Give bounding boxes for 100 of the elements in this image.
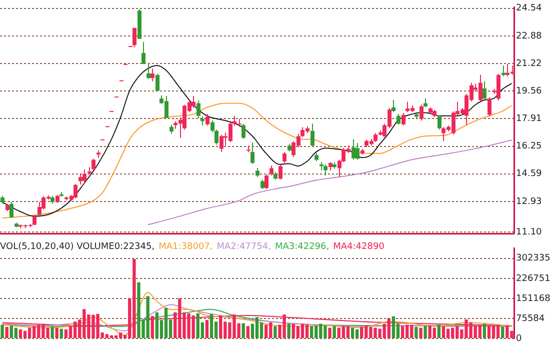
candlestick — [396, 113, 400, 126]
candlestick — [78, 173, 82, 186]
candlestick — [424, 98, 428, 108]
bar — [328, 328, 332, 338]
candlestick — [356, 142, 360, 160]
candlestick — [324, 164, 328, 176]
line-series — [2, 64, 512, 217]
bar — [23, 330, 27, 338]
text: MA1:38007, — [158, 242, 213, 253]
y-tick-label: 17.91 — [516, 114, 542, 124]
candlestick — [60, 192, 64, 198]
candlestick — [264, 174, 268, 190]
bar — [350, 328, 354, 338]
candlestick — [288, 143, 292, 152]
candlestick — [192, 96, 196, 109]
bar — [482, 324, 486, 338]
candlestick — [0, 196, 4, 204]
candlestick — [496, 73, 500, 102]
candlestick — [74, 184, 78, 199]
bar — [414, 326, 418, 338]
bar — [205, 320, 209, 338]
text: MA2:47754, — [216, 242, 271, 253]
bar — [346, 326, 350, 338]
candlestick — [256, 167, 260, 178]
bar — [55, 328, 58, 338]
candlestick — [360, 148, 364, 156]
chart-title: VOL(5,10,20,40) VOLUME0:22345, — [0, 242, 155, 253]
bar — [18, 329, 22, 338]
bar — [64, 329, 68, 338]
candlestick — [432, 109, 436, 118]
bar — [50, 326, 54, 338]
y-tick-label: 302335 — [516, 254, 550, 264]
candlestick — [146, 63, 150, 80]
candlestick — [414, 112, 418, 119]
candlestick — [260, 179, 264, 190]
candlestick — [56, 194, 60, 202]
bar — [118, 332, 122, 338]
bar — [164, 308, 168, 338]
candlestick — [92, 158, 96, 171]
candlestick — [142, 41, 146, 64]
bar — [14, 328, 18, 338]
candlestick — [206, 114, 210, 126]
y-tick-label: 11.10 — [516, 227, 542, 238]
candlestick — [274, 172, 278, 180]
candlestick — [50, 196, 54, 204]
candlestick — [328, 162, 332, 171]
bar — [300, 324, 304, 338]
bar — [305, 324, 309, 338]
bar — [332, 326, 336, 338]
candlestick — [246, 145, 250, 153]
candlestick — [32, 214, 36, 225]
line-series — [147, 139, 512, 226]
bar — [310, 326, 314, 338]
candlestick — [170, 124, 174, 134]
bar — [155, 312, 159, 338]
candlestick — [488, 96, 492, 117]
candlestick — [238, 118, 242, 128]
y-tick-label: 75584 — [516, 314, 545, 324]
y-tick-label: 21.22 — [516, 58, 542, 69]
candlestick — [156, 73, 160, 91]
candlestick — [420, 104, 424, 121]
line-series — [2, 304, 512, 332]
candlestick — [270, 164, 274, 176]
bar — [60, 328, 63, 338]
y-tick-label: 151168 — [516, 294, 550, 304]
bar — [5, 326, 8, 338]
bar — [264, 324, 268, 338]
candlestick — [374, 132, 378, 143]
candlestick — [138, 8, 142, 39]
bar — [355, 329, 359, 338]
bar — [432, 328, 436, 338]
bar — [255, 317, 259, 338]
bar — [210, 314, 214, 338]
bar — [246, 326, 250, 338]
candlestick — [82, 169, 86, 184]
y-tick-label: 226751 — [516, 274, 550, 284]
text: MA3:42296, — [274, 242, 330, 253]
bar — [392, 316, 396, 338]
bar — [446, 328, 450, 338]
bar — [274, 326, 277, 338]
bar — [287, 324, 290, 338]
bar — [419, 328, 422, 338]
candlestick — [278, 164, 282, 180]
bar — [400, 326, 404, 338]
bar — [437, 324, 441, 338]
candlestick — [352, 138, 356, 160]
y-tick-label: 19.56 — [516, 86, 542, 97]
candlestick — [332, 162, 336, 170]
bar — [0, 324, 4, 338]
candlestick — [502, 65, 506, 77]
candlestick — [196, 100, 200, 119]
candlestick — [96, 150, 100, 158]
y-tick-label: 12.93 — [516, 196, 542, 207]
bar — [424, 326, 427, 338]
bar — [501, 326, 504, 338]
candlestick — [428, 106, 432, 114]
candlestick — [150, 68, 154, 82]
text: MA4:42890 — [333, 242, 384, 253]
y-tick-label: 0 — [516, 334, 522, 344]
line-series — [2, 102, 512, 218]
